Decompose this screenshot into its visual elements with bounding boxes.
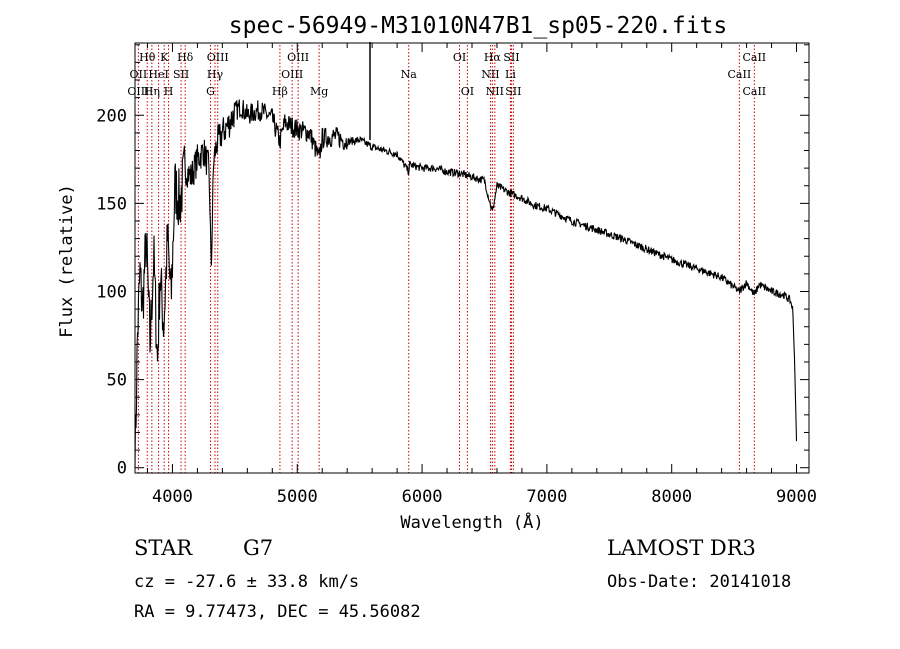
line-label: SII xyxy=(503,51,519,64)
object-subclass: G7 xyxy=(243,536,274,560)
ra-dec-coordinates: RA = 9.77473, DEC = 45.56082 xyxy=(134,602,421,622)
line-label: Hθ xyxy=(139,51,156,64)
line-label: OIII xyxy=(207,51,229,64)
y-tick-label: 50 xyxy=(107,371,127,391)
y-tick-label: 200 xyxy=(96,106,127,126)
object-class: STAR xyxy=(134,536,193,560)
x-tick-label: 5000 xyxy=(277,487,318,507)
line-label: OIII xyxy=(287,51,309,64)
redshift-velocity: cz = -27.6 ± 33.8 km/s xyxy=(134,572,360,592)
line-label: Hγ xyxy=(207,68,224,81)
line-label: Na xyxy=(401,68,418,81)
line-label: HeI xyxy=(148,68,168,81)
line-label: OII xyxy=(130,68,148,81)
plot-frame xyxy=(134,42,810,474)
line-label: OI xyxy=(453,51,466,64)
x-tick-label: 4000 xyxy=(152,487,193,507)
line-label: SII xyxy=(505,85,521,98)
emission-line-labels: Hθ OII OIII HeI Hη K H SII Hδ OIII Hγ G Hβ OIII OIII Mg… xyxy=(127,51,766,98)
line-label: G xyxy=(206,85,215,98)
line-label: SII xyxy=(173,68,189,81)
y-axis-label: Flux (relative) xyxy=(57,184,77,338)
line-label: K xyxy=(160,51,169,64)
line-label: OI xyxy=(461,85,474,98)
x-tick-label: 7000 xyxy=(526,487,567,507)
y-tick-label: 100 xyxy=(96,282,127,302)
x-tick-label: 8000 xyxy=(651,487,692,507)
line-label: H xyxy=(164,85,174,98)
line-label: Mg xyxy=(310,85,328,98)
survey-name: LAMOST DR3 xyxy=(607,536,756,560)
line-label: Li xyxy=(505,68,516,81)
x-tick-label: 6000 xyxy=(402,487,443,507)
line-label: NII xyxy=(481,68,499,81)
y-tick-label: 150 xyxy=(96,194,127,214)
x-axis-label: Wavelength (Å) xyxy=(400,511,543,533)
chart-title: spec-56949-M31010N47B1_sp05-220.fits xyxy=(229,13,728,39)
observation-date: Obs-Date: 20141018 xyxy=(607,572,792,592)
x-tick-label: 9000 xyxy=(776,487,817,507)
line-label: CaII xyxy=(728,68,752,81)
line-label: Hβ xyxy=(272,85,288,98)
line-label: OIII xyxy=(281,68,303,81)
line-label: CaII xyxy=(742,85,766,98)
line-label: OIII xyxy=(127,85,149,98)
line-label: NII xyxy=(486,85,504,98)
spectrum-line xyxy=(134,99,798,468)
y-tick-label: 0 xyxy=(117,459,127,479)
line-label: Hα xyxy=(484,51,502,64)
line-label: Hη xyxy=(144,85,160,98)
line-label: Hδ xyxy=(177,51,194,64)
line-label: CaII xyxy=(742,51,766,64)
x-axis: 4000 5000 6000 7000 8000 9000 xyxy=(146,43,817,507)
y-axis: 0 50 100 150 200 xyxy=(96,44,809,479)
emission-line-markers xyxy=(137,45,755,473)
